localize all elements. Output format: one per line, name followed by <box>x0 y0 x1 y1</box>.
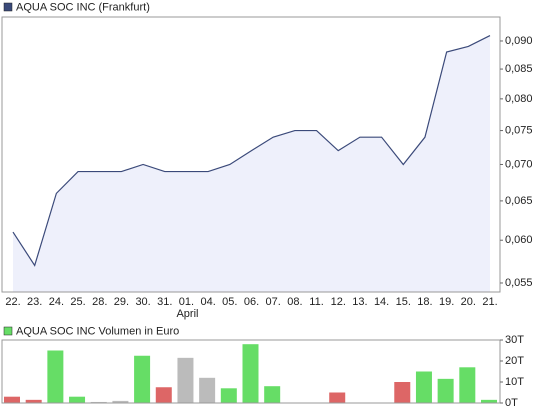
x-tick-label: 04. <box>200 296 215 308</box>
legend-entry: AQUA SOC INC (Frankfurt) <box>16 1 150 13</box>
x-tick-label: 19. <box>439 296 454 308</box>
y-tick-label: 20T <box>505 355 524 367</box>
bar <box>481 399 497 403</box>
x-tick-label: 01. <box>179 296 194 308</box>
y-tick-label: 0,080 <box>505 93 533 105</box>
bar <box>199 377 216 403</box>
bar <box>220 388 237 403</box>
bar <box>69 396 86 403</box>
y-tick-label: 0,075 <box>505 124 533 136</box>
legend-entry: AQUA SOC INC Volumen in Euro <box>16 325 179 337</box>
bar <box>415 371 432 403</box>
x-tick-label: 11. <box>309 296 323 308</box>
x-tick-label: 24. <box>49 296 64 308</box>
legend-swatch <box>3 326 13 336</box>
month-label: April <box>176 308 198 320</box>
bar <box>90 401 107 403</box>
x-tick-label: 08. <box>287 296 302 308</box>
x-tick-label: 31. <box>157 296 172 308</box>
bar <box>155 387 172 403</box>
x-tick-label: 23. <box>27 296 42 308</box>
y-tick-label: 30T <box>505 334 524 346</box>
y-tick-label: 0,085 <box>505 63 533 75</box>
x-tick-label: 14. <box>374 296 389 308</box>
bar <box>4 396 20 403</box>
x-tick-label: 29. <box>114 296 129 308</box>
x-tick-label: 13. <box>352 296 367 308</box>
y-tick-label: 0,090 <box>505 35 533 47</box>
bar <box>394 382 411 403</box>
x-tick-label: 28. <box>92 296 107 308</box>
bar <box>437 378 454 403</box>
line <box>12 35 491 267</box>
x-tick-label: 12. <box>331 296 346 308</box>
x-tick-label: 21. <box>482 296 497 308</box>
bar <box>459 367 476 403</box>
bar <box>177 357 194 403</box>
y-tick-label: 10T <box>505 376 524 388</box>
x-tick-label: 30. <box>135 296 150 308</box>
y-tick-label: 0,070 <box>505 158 533 170</box>
bar <box>329 392 346 403</box>
bar <box>47 350 64 403</box>
bar <box>112 400 129 403</box>
y-tick-label: 0T <box>505 397 518 409</box>
x-tick-label: 07. <box>266 296 281 308</box>
bar <box>25 399 42 403</box>
plot-frame <box>1 16 501 293</box>
plot-frame <box>1 339 501 404</box>
x-tick-label: 22. <box>5 296 20 308</box>
x-tick-label: 15. <box>396 296 411 308</box>
legend-swatch <box>3 2 13 12</box>
x-tick-label: 05. <box>222 296 237 308</box>
x-tick-label: 06. <box>244 296 259 308</box>
x-tick-label: 25. <box>70 296 85 308</box>
x-tick-label: 18. <box>417 296 432 308</box>
y-tick-label: 0,065 <box>505 195 533 207</box>
y-tick-label: 0,055 <box>505 277 533 289</box>
bar <box>134 355 151 403</box>
y-tick-label: 0,060 <box>505 234 533 246</box>
bar <box>264 386 281 403</box>
area <box>13 35 490 292</box>
x-tick-label: 20. <box>461 296 476 308</box>
bar <box>242 344 259 403</box>
